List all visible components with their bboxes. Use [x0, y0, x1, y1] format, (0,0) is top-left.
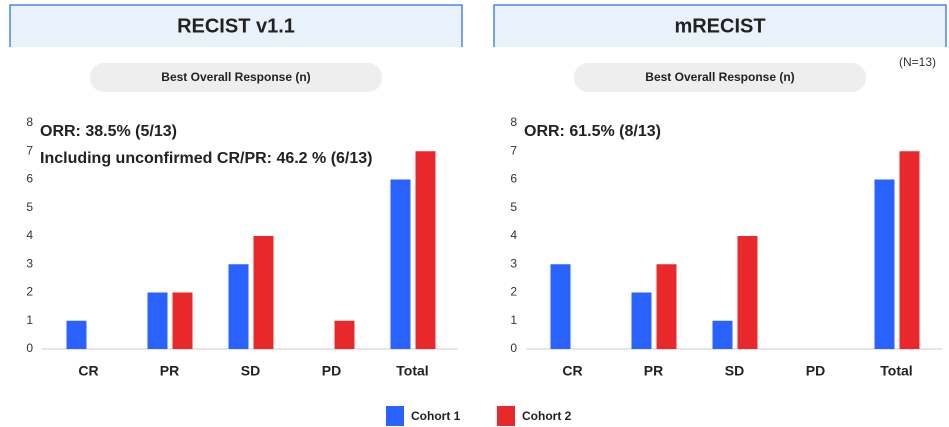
bar — [253, 236, 274, 349]
y-tick-label: 8 — [510, 115, 517, 129]
y-tick-label: 7 — [510, 143, 517, 157]
bar — [147, 292, 168, 349]
legend-swatch — [386, 406, 404, 426]
subtitle-pill — [574, 63, 866, 92]
panel-header — [10, 5, 462, 47]
note: (N=13) — [899, 55, 936, 69]
bar — [656, 264, 677, 349]
y-tick-label: 5 — [26, 200, 33, 214]
annotation: Including unconfirmed CR/PR: 46.2 % (6/1… — [40, 150, 373, 167]
y-tick-label: 8 — [26, 115, 33, 129]
bar — [737, 236, 758, 349]
x-tick-label: CR — [78, 363, 98, 379]
subtitle-pill — [90, 63, 382, 92]
y-tick-label: 4 — [26, 228, 33, 242]
y-tick-label: 1 — [26, 313, 33, 327]
legend-label: Cohort 1 — [411, 409, 461, 423]
y-tick-label: 0 — [510, 341, 517, 355]
bar — [550, 264, 571, 349]
bar — [390, 179, 411, 349]
x-tick-label: CR — [562, 363, 582, 379]
y-tick-label: 1 — [510, 313, 517, 327]
x-tick-label: SD — [725, 363, 744, 379]
bar — [631, 292, 652, 349]
bar — [66, 320, 87, 349]
subtitle: Best Overall Response (n) — [161, 70, 310, 84]
y-tick-label: 6 — [26, 172, 33, 186]
y-tick-label: 3 — [510, 256, 517, 270]
bar — [899, 151, 920, 349]
bar — [874, 179, 895, 349]
legend-label: Cohort 2 — [522, 409, 572, 423]
panel-header-border — [9, 4, 463, 47]
bar — [228, 264, 249, 349]
y-tick-label: 2 — [26, 285, 33, 299]
bar — [334, 320, 355, 349]
y-tick-label: 3 — [26, 256, 33, 270]
subtitle: Best Overall Response (n) — [645, 70, 794, 84]
y-tick-label: 4 — [510, 228, 517, 242]
x-tick-label: Total — [880, 363, 912, 379]
y-tick-label: 7 — [26, 143, 33, 157]
x-tick-label: Total — [396, 363, 428, 379]
x-tick-label: PR — [644, 363, 663, 379]
panel-header-border — [493, 4, 947, 47]
x-tick-label: PR — [160, 363, 179, 379]
panel-title: mRECIST — [674, 15, 765, 37]
y-tick-label: 0 — [26, 341, 33, 355]
bar — [172, 292, 193, 349]
legend-swatch — [497, 406, 515, 426]
x-tick-label: PD — [806, 363, 825, 379]
annotation: ORR: 61.5% (8/13) — [524, 123, 661, 140]
bar — [712, 320, 733, 349]
panel-title: RECIST v1.1 — [177, 15, 295, 37]
x-tick-label: SD — [241, 363, 260, 379]
y-tick-label: 6 — [510, 172, 517, 186]
y-tick-label: 5 — [510, 200, 517, 214]
bar — [415, 151, 436, 349]
y-tick-label: 2 — [510, 285, 517, 299]
panel-header — [494, 5, 946, 47]
annotation: ORR: 38.5% (5/13) — [40, 123, 177, 140]
x-tick-label: PD — [322, 363, 341, 379]
